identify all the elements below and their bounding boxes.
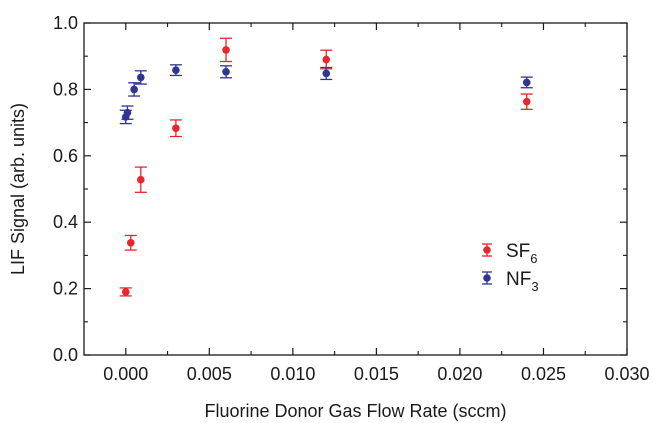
x-tick-label: 0.015 bbox=[354, 364, 399, 384]
data-point bbox=[322, 69, 331, 78]
series-nf3 bbox=[119, 64, 533, 125]
x-tick-label: 0.005 bbox=[187, 364, 232, 384]
data-point bbox=[172, 124, 180, 133]
legend-label: SF6 bbox=[506, 241, 538, 266]
legend-label-subscript: 6 bbox=[530, 251, 537, 266]
data-point bbox=[126, 238, 135, 247]
data-point bbox=[522, 78, 531, 87]
data-point bbox=[172, 66, 180, 74]
legend-label-subscript: 3 bbox=[531, 279, 538, 294]
y-tick-label: 0.4 bbox=[53, 212, 78, 232]
x-tick-labels: 0.000 0.005 0.010 0.015 0.020 0.025 0.030 bbox=[103, 364, 649, 384]
x-tick-label: 0.025 bbox=[521, 364, 566, 384]
data-point bbox=[322, 55, 331, 64]
legend-item: NF3 bbox=[482, 269, 539, 294]
y-tick-label: 0.2 bbox=[53, 279, 78, 299]
x-tick-label: 0.000 bbox=[103, 364, 148, 384]
y-tick-label: 0.0 bbox=[53, 345, 78, 365]
data-point bbox=[123, 108, 132, 117]
data-point bbox=[121, 288, 130, 296]
plot-frame bbox=[83, 22, 628, 356]
data-point bbox=[137, 73, 145, 82]
y-tick-label: 0.8 bbox=[53, 79, 78, 99]
x-axis-title: Fluorine Donor Gas Flow Rate (sccm) bbox=[204, 401, 506, 421]
axis-ticks bbox=[84, 22, 628, 356]
data-point bbox=[130, 85, 138, 94]
data-point bbox=[522, 97, 531, 106]
y-tick-label: 0.6 bbox=[53, 146, 78, 166]
y-tick-label: 1.0 bbox=[53, 13, 78, 33]
data-marks bbox=[119, 37, 533, 297]
x-tick-label: 0.010 bbox=[270, 364, 315, 384]
legend: SF6 NF3 bbox=[482, 241, 539, 294]
data-point bbox=[222, 46, 230, 54]
data-point bbox=[222, 68, 230, 76]
legend-label: NF3 bbox=[506, 269, 539, 294]
x-tick-label: 0.020 bbox=[437, 364, 482, 384]
legend-marker bbox=[483, 246, 491, 254]
data-point bbox=[137, 175, 145, 184]
y-axis-title: LIF Signal (arb. units) bbox=[8, 103, 28, 275]
legend-marker bbox=[483, 274, 491, 282]
legend-item: SF6 bbox=[482, 241, 538, 266]
y-tick-labels: 0.0 0.2 0.4 0.6 0.8 1.0 bbox=[53, 13, 78, 365]
series-sf6 bbox=[119, 37, 533, 297]
x-tick-label: 0.030 bbox=[604, 364, 649, 384]
